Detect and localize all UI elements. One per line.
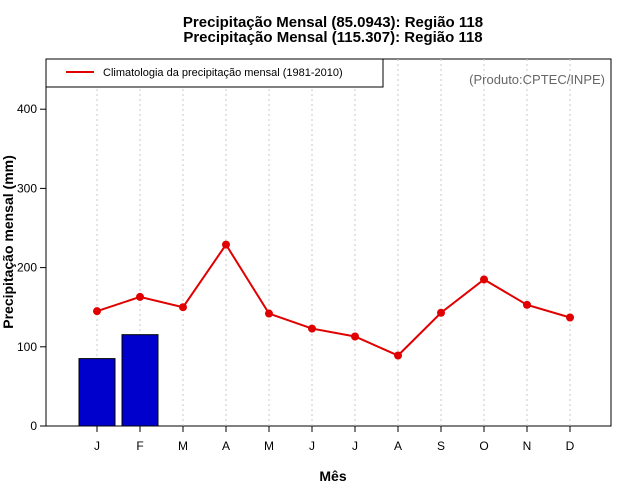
data-point (179, 303, 187, 312)
data-point (308, 324, 316, 333)
legend: Climatologia da precipitação mensal (198… (45, 58, 384, 88)
data-point (222, 240, 230, 249)
credit-text: (Produto:CPTEC/INPE) (469, 72, 605, 87)
chart-title-line-2: Precipitação Mensal (115.307): Região 11… (183, 29, 482, 46)
x-tick-label: A (222, 439, 230, 453)
legend-label-climatology: Climatologia da precipitação mensal (198… (103, 67, 343, 79)
y-tick-label: 100 (17, 340, 37, 354)
x-tick-label: N (523, 439, 532, 453)
x-tick-label: J (309, 439, 315, 453)
x-tick-label: J (94, 439, 100, 453)
bar-j-0 (78, 358, 116, 427)
data-point (136, 292, 144, 301)
x-tick-label: J (352, 439, 358, 453)
line-layer (93, 240, 574, 360)
data-point (265, 309, 273, 318)
bar-f-1 (121, 334, 159, 427)
x-tick-label: A (394, 439, 402, 453)
x-tick-label: D (566, 439, 575, 453)
bar-layer (78, 334, 159, 427)
data-point (480, 275, 488, 284)
y-tick-label: 300 (17, 181, 37, 195)
data-point (351, 332, 359, 341)
grid-layer (96, 59, 571, 426)
x-tick-label: F (136, 439, 143, 453)
x-tick-label: S (437, 439, 445, 453)
x-tick-label: M (264, 439, 274, 453)
data-point (93, 307, 101, 316)
data-point (394, 351, 402, 360)
x-tick-label: O (479, 439, 488, 453)
y-tick-label: 400 (17, 102, 37, 116)
data-point (437, 308, 445, 317)
y-axis: 0 100 200 300 400 (17, 102, 46, 433)
data-point (566, 313, 574, 322)
data-point (523, 300, 531, 309)
x-tick-label: M (178, 439, 188, 453)
chart-title-line-1: Precipitação Mensal (85.0943): Região 11… (183, 14, 483, 31)
y-tick-label: 200 (17, 261, 37, 275)
y-tick-label: 0 (30, 419, 37, 433)
legend-box (45, 58, 384, 88)
y-axis-title: Precipitação mensal (mm) (0, 155, 16, 329)
x-axis-title: Mês (319, 468, 346, 484)
series-line-climatology (96, 242, 571, 357)
